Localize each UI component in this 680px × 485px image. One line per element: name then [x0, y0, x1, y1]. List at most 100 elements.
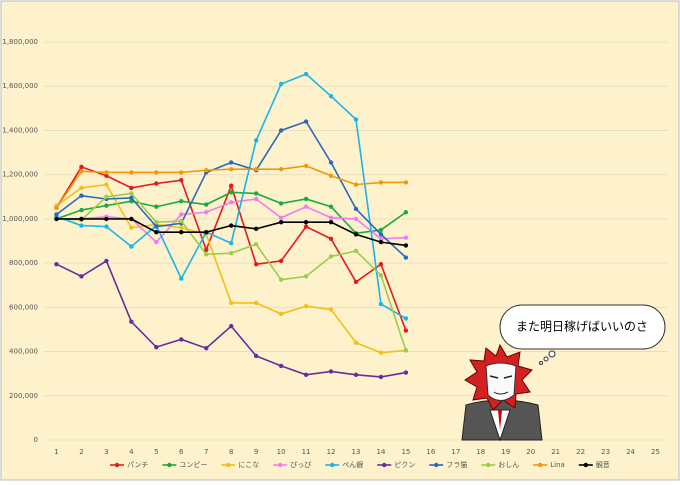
- point: [403, 316, 409, 321]
- point: [353, 248, 359, 254]
- point: [403, 370, 409, 375]
- point: [403, 210, 409, 215]
- point: [253, 191, 259, 196]
- point: [204, 247, 209, 253]
- point: [278, 166, 284, 172]
- point: [229, 183, 234, 188]
- legend-label: Lina: [550, 461, 565, 469]
- x-tick-label: 23: [601, 448, 610, 456]
- speech-bubble: また明日稼げばいいのさ: [499, 304, 666, 365]
- legend-label: フラ猫: [446, 460, 467, 469]
- x-tick-label: 22: [576, 448, 585, 456]
- point: [403, 243, 409, 248]
- point: [328, 220, 334, 225]
- point: [229, 223, 234, 228]
- point: [328, 369, 334, 374]
- point: [79, 169, 84, 174]
- point: [79, 223, 84, 228]
- legend-marker: [278, 462, 283, 468]
- point: [303, 71, 309, 77]
- point: [353, 182, 359, 187]
- x-tick-label: 15: [401, 448, 410, 456]
- point: [154, 170, 159, 175]
- y-tick-label: 1,000,000: [2, 215, 38, 223]
- y-tick-label: 1,800,000: [2, 38, 38, 46]
- point: [278, 81, 284, 87]
- point: [204, 252, 209, 257]
- point: [129, 195, 134, 201]
- point: [403, 255, 409, 260]
- point: [104, 224, 109, 229]
- point: [328, 173, 334, 178]
- point: [378, 262, 384, 267]
- point: [79, 185, 84, 191]
- point: [278, 128, 284, 133]
- point: [328, 204, 334, 209]
- point: [278, 215, 284, 220]
- y-tick-label: 1,600,000: [2, 82, 38, 90]
- point: [278, 201, 284, 206]
- point: [253, 300, 259, 306]
- point: [303, 304, 309, 309]
- x-tick-label: 24: [626, 448, 635, 456]
- point: [378, 273, 384, 278]
- point: [229, 250, 234, 256]
- point: [179, 212, 184, 217]
- point: [253, 138, 259, 143]
- y-tick-label: 0: [34, 436, 38, 444]
- point: [204, 168, 209, 173]
- point: [54, 212, 59, 217]
- x-tick-label: 18: [476, 448, 485, 456]
- point: [179, 218, 184, 224]
- point: [204, 229, 209, 235]
- point: [229, 300, 234, 306]
- x-tick-label: 7: [204, 448, 208, 456]
- point: [253, 166, 259, 172]
- point: [353, 372, 359, 377]
- point: [79, 216, 84, 222]
- legend-label: ユンピー: [179, 461, 207, 469]
- legend-label: ピクン: [394, 461, 415, 469]
- point: [403, 348, 409, 353]
- point: [54, 205, 59, 211]
- legend-label: おしん: [498, 461, 519, 469]
- point: [179, 337, 184, 342]
- point: [303, 163, 309, 169]
- point: [403, 180, 409, 185]
- point: [278, 258, 284, 264]
- point: [104, 182, 109, 187]
- point: [129, 191, 134, 196]
- x-tick-label: 6: [179, 448, 184, 456]
- x-tick-label: 5: [154, 448, 158, 456]
- y-tick-label: 200,000: [9, 392, 38, 400]
- point: [378, 180, 384, 185]
- point: [179, 276, 184, 281]
- point: [353, 117, 359, 122]
- point: [179, 177, 184, 183]
- x-tick-label: 4: [129, 448, 134, 456]
- point: [129, 216, 134, 222]
- point: [328, 254, 334, 259]
- point: [229, 160, 234, 165]
- point: [129, 170, 134, 175]
- point: [79, 207, 84, 213]
- point: [378, 236, 384, 241]
- point: [378, 227, 384, 233]
- point: [353, 206, 359, 212]
- point: [328, 307, 334, 312]
- point: [303, 224, 309, 229]
- point: [303, 220, 309, 225]
- x-tick-label: 12: [327, 448, 336, 456]
- point: [154, 239, 159, 245]
- point: [104, 170, 109, 175]
- legend-label: ぴっぴ: [290, 461, 311, 469]
- point: [328, 236, 334, 241]
- legend-label: 観音: [596, 460, 610, 469]
- point: [253, 226, 259, 232]
- x-tick-label: 14: [376, 448, 385, 456]
- point: [154, 204, 159, 209]
- legend-marker: [226, 462, 231, 468]
- character: [461, 343, 543, 442]
